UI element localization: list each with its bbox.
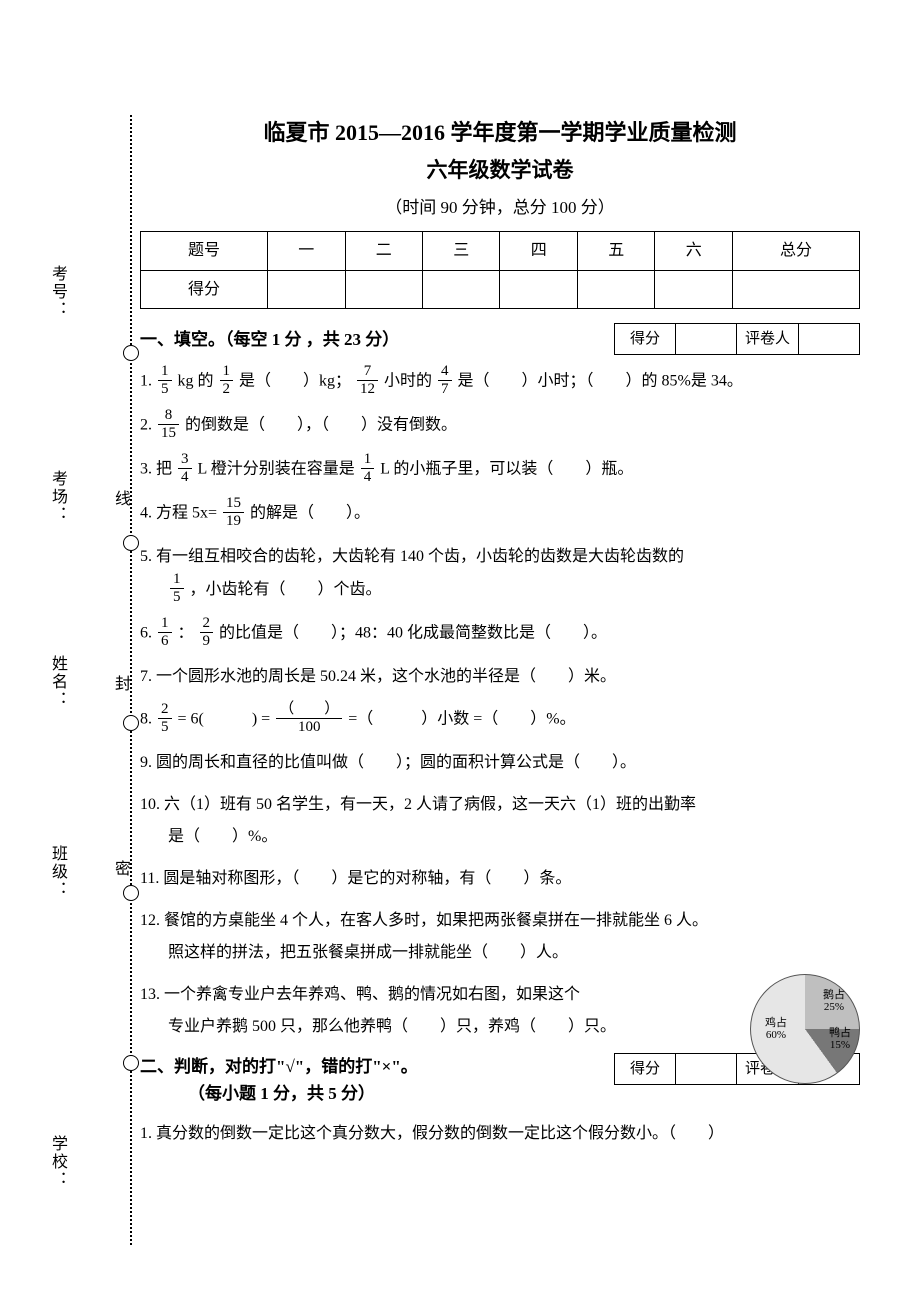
binding-label-school: 学校： <box>45 1135 69 1189</box>
section1-title: 一、填空。（每空 1 分 ，共 23 分） <box>140 326 399 353</box>
td-label: 得分 <box>141 270 268 309</box>
mini-score-label: 得分 <box>614 1054 675 1085</box>
q11: 11. 圆是轴对称图形，（ ）是它的对称轴，有（ ）条。 <box>140 863 860 895</box>
binding-margin: 密 封 线 学校： 班级： 姓名： 考场： 考号： <box>55 115 135 1245</box>
q7: 7. 一个圆形水池的周长是 50.24 米，这个水池的半径是（ ）米。 <box>140 661 860 693</box>
binding-label-class: 班级： <box>45 845 69 899</box>
section2-title-b: （每小题 1 分，共 5 分） <box>140 1080 418 1107</box>
section2-title-a: 二、判断，对的打"√"，错的打"×"。 <box>140 1053 418 1080</box>
th: 二 <box>345 231 422 270</box>
mini-score-label: 得分 <box>614 324 675 355</box>
binding-circle <box>123 715 139 731</box>
q12: 12. 餐馆的方桌能坐 4 个人，在客人多时，如果把两张餐桌拼在一排就能坐 6 … <box>140 905 860 969</box>
s2-q1: 1. 真分数的倒数一定比这个真分数大，假分数的倒数一定比这个假分数小。（ ） <box>140 1118 860 1150</box>
td-blank <box>655 270 732 309</box>
binding-label-number: 考号： <box>45 265 69 319</box>
td-blank <box>268 270 345 309</box>
binding-char-xian: 线 <box>115 485 131 509</box>
q1: 1. 15 kg 的 12 是（ ）kg； 712 小时的 47 是（ ）小时；… <box>140 365 860 399</box>
q10: 10. 六（1）班有 50 名学生，有一天，2 人请了病假，这一天六（1）班的出… <box>140 789 860 853</box>
binding-label-room: 考场： <box>45 470 69 524</box>
mini-grader-blank <box>799 324 860 355</box>
th: 六 <box>655 231 732 270</box>
total-score-table: 题号 一 二 三 四 五 六 总分 得分 <box>140 231 860 309</box>
th: 一 <box>268 231 345 270</box>
exam-title-2: 六年级数学试卷 <box>140 154 860 188</box>
exam-subtitle: （时间 90 分钟，总分 100 分） <box>140 194 860 221</box>
td-blank <box>500 270 577 309</box>
binding-circle <box>123 535 139 551</box>
th: 三 <box>423 231 500 270</box>
binding-char-feng: 封 <box>115 670 131 694</box>
pie-chart: 鹅占25% 鸭占15% 鸡占60% <box>750 974 858 1082</box>
exam-title-1: 临夏市 2015—2016 学年度第一学期学业质量检测 <box>140 115 860 150</box>
binding-circle <box>123 345 139 361</box>
mini-score-blank <box>675 324 736 355</box>
q5: 5. 有一组互相咬合的齿轮，大齿轮有 140 个齿，小齿轮的齿数是大齿轮齿数的 … <box>140 541 860 607</box>
q4: 4. 方程 5x= 1519 的解是（ ）。 <box>140 497 860 531</box>
binding-circle <box>123 885 139 901</box>
td-blank <box>423 270 500 309</box>
q8: 8. 25 = 6( ) = （ ）100 =（ ）小数 =（ ）%。 <box>140 703 860 737</box>
mini-score-blank <box>675 1054 736 1085</box>
binding-char-mi: 密 <box>115 855 131 879</box>
th: 五 <box>577 231 654 270</box>
binding-label-name: 姓名： <box>45 655 69 709</box>
binding-circle <box>123 1055 139 1071</box>
q2: 2. 815 的倒数是（ ），（ ）没有倒数。 <box>140 409 860 443</box>
td-blank <box>345 270 422 309</box>
q6: 6. 16 ： 29 的比值是（ ）；48：40 化成最简整数比是（ ）。 <box>140 617 860 651</box>
th: 题号 <box>141 231 268 270</box>
th: 四 <box>500 231 577 270</box>
mini-grader-label: 评卷人 <box>736 324 798 355</box>
td-blank <box>732 270 859 309</box>
td-blank <box>577 270 654 309</box>
th: 总分 <box>732 231 859 270</box>
q3: 3. 把 34 L 橙汁分别装在容量是 14 L 的小瓶子里，可以装（ ）瓶。 <box>140 453 860 487</box>
section1-score-box: 得分 评卷人 <box>614 323 860 355</box>
q9: 9. 圆的周长和直径的比值叫做（ ）；圆的面积计算公式是（ ）。 <box>140 747 860 779</box>
